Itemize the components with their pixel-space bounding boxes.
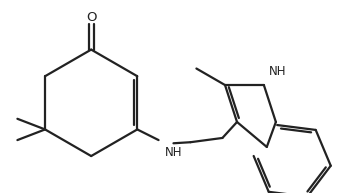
Text: O: O [86,11,96,24]
Text: NH: NH [269,65,287,78]
Text: NH: NH [164,146,182,159]
